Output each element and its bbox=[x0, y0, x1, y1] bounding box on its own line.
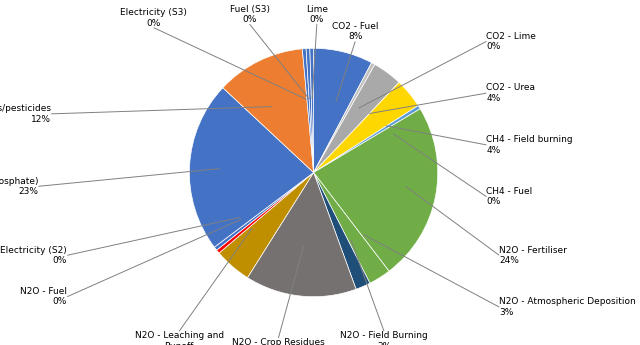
Wedge shape bbox=[302, 49, 314, 172]
Text: Herbicides/pesticides
12%: Herbicides/pesticides 12% bbox=[0, 104, 51, 124]
Text: N2O - Atmospheric Deposition
3%: N2O - Atmospheric Deposition 3% bbox=[499, 297, 636, 317]
Wedge shape bbox=[248, 172, 356, 297]
Wedge shape bbox=[314, 172, 370, 289]
Text: N2O - Crop Residues
15%: N2O - Crop Residues 15% bbox=[232, 338, 324, 345]
Wedge shape bbox=[217, 172, 314, 253]
Text: CH4 - Field burning
4%: CH4 - Field burning 4% bbox=[486, 135, 573, 155]
Text: CH4 - Fuel
0%: CH4 - Fuel 0% bbox=[486, 187, 532, 206]
Wedge shape bbox=[314, 172, 389, 283]
Wedge shape bbox=[314, 109, 438, 271]
Wedge shape bbox=[310, 48, 314, 172]
Text: CO2 - Fuel
8%: CO2 - Fuel 8% bbox=[332, 22, 378, 41]
Text: Electricity (S2)
0%: Electricity (S2) 0% bbox=[1, 246, 67, 265]
Text: N2O - Field Burning
2%: N2O - Field Burning 2% bbox=[340, 331, 428, 345]
Wedge shape bbox=[214, 172, 314, 250]
Wedge shape bbox=[223, 49, 314, 172]
Text: Fuel (S3)
0%: Fuel (S3) 0% bbox=[230, 5, 269, 24]
Wedge shape bbox=[219, 172, 314, 278]
Text: N2O - Fertiliser
24%: N2O - Fertiliser 24% bbox=[499, 246, 567, 265]
Text: N2O - Leaching and
Runoff
5%: N2O - Leaching and Runoff 5% bbox=[134, 331, 224, 345]
Wedge shape bbox=[314, 82, 418, 172]
Wedge shape bbox=[306, 48, 314, 172]
Wedge shape bbox=[314, 65, 399, 172]
Text: CO2 - Urea
4%: CO2 - Urea 4% bbox=[486, 83, 536, 103]
Text: N2O - Fuel
0%: N2O - Fuel 0% bbox=[20, 287, 67, 306]
Text: CO2 - Lime
0%: CO2 - Lime 0% bbox=[486, 32, 536, 51]
Text: Fertiliser (urea + Superphosphate)
23%: Fertiliser (urea + Superphosphate) 23% bbox=[0, 177, 38, 196]
Wedge shape bbox=[314, 48, 372, 172]
Text: Lime
0%: Lime 0% bbox=[306, 5, 328, 24]
Wedge shape bbox=[189, 88, 314, 247]
Wedge shape bbox=[314, 63, 375, 172]
Text: Electricity (S3)
0%: Electricity (S3) 0% bbox=[120, 8, 187, 28]
Wedge shape bbox=[314, 106, 420, 172]
